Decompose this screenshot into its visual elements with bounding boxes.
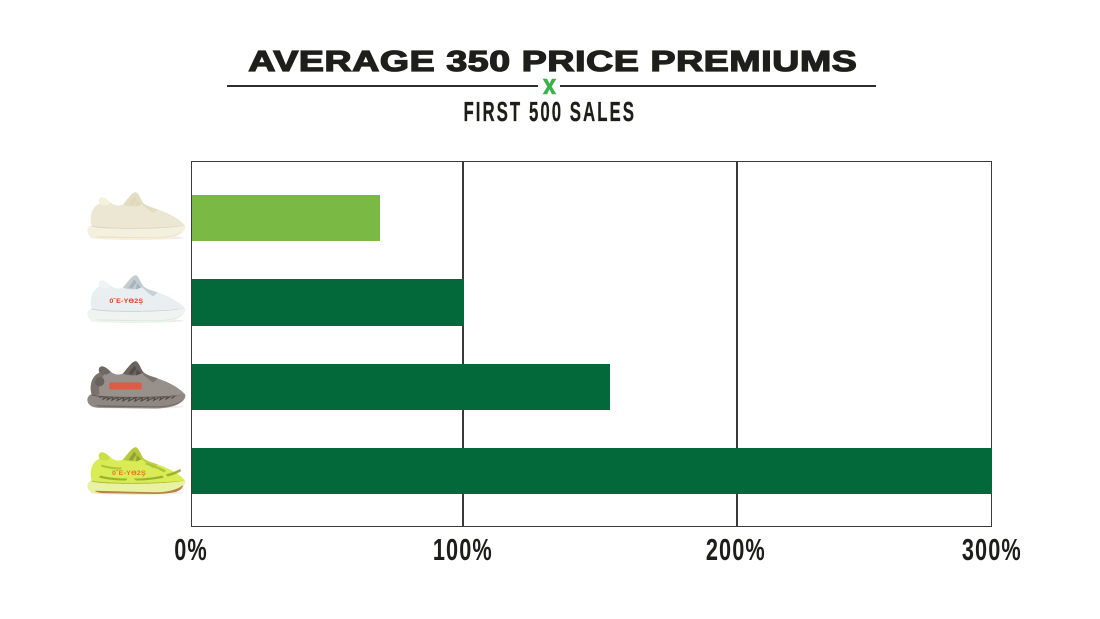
svg-text:0˘E-YӨ2Ş: 0˘E-YӨ2Ş <box>109 296 143 304</box>
svg-text:0˘E-YӨ2Ş: 0˘E-YӨ2Ş <box>111 468 145 476</box>
